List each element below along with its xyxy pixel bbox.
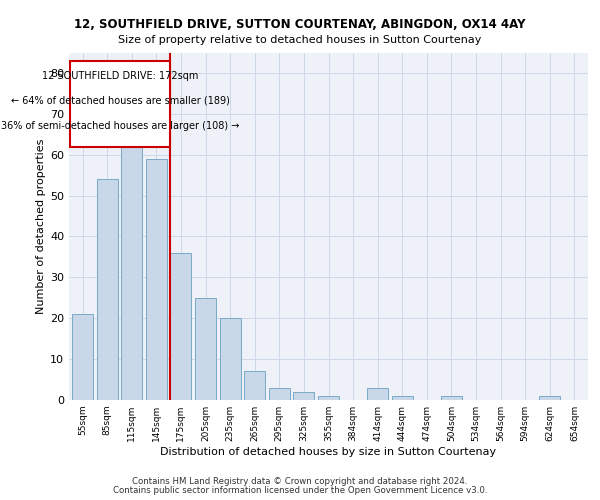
Bar (367, 388, 388, 400)
Y-axis label: Number of detached properties: Number of detached properties (36, 138, 46, 314)
Text: 12, SOUTHFIELD DRIVE, SUTTON COURTENAY, ABINGDON, OX14 4AY: 12, SOUTHFIELD DRIVE, SUTTON COURTENAY, … (74, 18, 526, 30)
Bar (293, 392, 314, 400)
Bar (146, 159, 167, 400)
Bar (97, 179, 118, 400)
Bar (244, 372, 265, 400)
Bar (220, 318, 241, 400)
Bar (441, 396, 462, 400)
Text: 12 SOUTHFIELD DRIVE: 172sqm: 12 SOUTHFIELD DRIVE: 172sqm (42, 70, 199, 81)
Bar (72, 314, 93, 400)
X-axis label: Distribution of detached houses by size in Sutton Courtenay: Distribution of detached houses by size … (160, 447, 497, 457)
Bar (195, 298, 216, 400)
Text: Size of property relative to detached houses in Sutton Courtenay: Size of property relative to detached ho… (118, 35, 482, 45)
Bar (269, 388, 290, 400)
Text: Contains public sector information licensed under the Open Government Licence v3: Contains public sector information licen… (113, 486, 487, 495)
Bar (70, 60, 170, 146)
Text: Contains HM Land Registry data © Crown copyright and database right 2024.: Contains HM Land Registry data © Crown c… (132, 477, 468, 486)
Bar (318, 396, 339, 400)
Bar (392, 396, 413, 400)
Text: 36% of semi-detached houses are larger (108) →: 36% of semi-detached houses are larger (… (1, 121, 239, 131)
Bar (170, 253, 191, 400)
Bar (121, 146, 142, 400)
Bar (539, 396, 560, 400)
Text: ← 64% of detached houses are smaller (189): ← 64% of detached houses are smaller (18… (11, 95, 230, 105)
